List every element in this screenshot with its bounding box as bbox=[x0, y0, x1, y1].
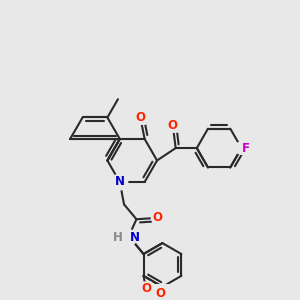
Text: H: H bbox=[113, 231, 123, 244]
Text: O: O bbox=[155, 287, 165, 300]
Circle shape bbox=[154, 288, 166, 300]
Text: N: N bbox=[129, 231, 140, 244]
Text: O: O bbox=[168, 119, 178, 132]
Circle shape bbox=[134, 112, 147, 124]
Text: F: F bbox=[242, 142, 250, 154]
Text: N: N bbox=[115, 176, 125, 188]
Circle shape bbox=[112, 174, 128, 190]
Circle shape bbox=[140, 283, 152, 294]
Circle shape bbox=[152, 212, 164, 224]
Text: O: O bbox=[141, 282, 151, 295]
Circle shape bbox=[167, 119, 179, 132]
Text: O: O bbox=[153, 211, 163, 224]
Text: O: O bbox=[135, 111, 146, 124]
Circle shape bbox=[235, 142, 248, 154]
Circle shape bbox=[119, 230, 136, 246]
